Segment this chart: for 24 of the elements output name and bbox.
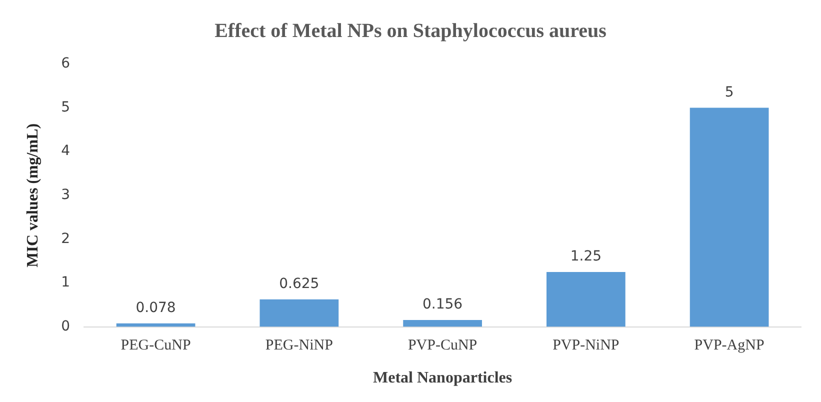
x-tick-label: PEG-NiNP: [265, 338, 333, 354]
chart-title: Effect of Metal NPs on Staphylococcus aureus: [214, 20, 607, 42]
x-tick-label: PEG-CuNP: [120, 338, 191, 354]
bar: [260, 299, 339, 327]
y-tick-label: 6: [61, 56, 70, 72]
data-label: 0.625: [279, 276, 320, 292]
bar: [403, 320, 482, 327]
y-tick-label: 1: [61, 274, 70, 291]
x-tick-label: PVP-AgNP: [694, 338, 764, 354]
data-label: 0.078: [136, 300, 176, 316]
data-label: 1.25: [570, 248, 602, 265]
y-tick-label: 2: [61, 230, 70, 247]
x-tick-label: PVP-NiNP: [552, 338, 620, 354]
data-label: 0.156: [422, 296, 463, 313]
bar: [546, 272, 626, 327]
y-tick-label: 0: [61, 318, 70, 334]
y-axis-title: MIC values (mg/mL): [24, 123, 42, 268]
bar: [690, 108, 769, 327]
y-tick-label: 5: [61, 99, 70, 116]
data-label: 5: [724, 84, 734, 100]
x-tick-label: PVP-CuNP: [408, 338, 478, 354]
y-tick-label: 4: [61, 143, 70, 160]
y-tick-label: 3: [61, 187, 70, 204]
x-axis-title: Metal Nanoparticles: [373, 370, 512, 387]
